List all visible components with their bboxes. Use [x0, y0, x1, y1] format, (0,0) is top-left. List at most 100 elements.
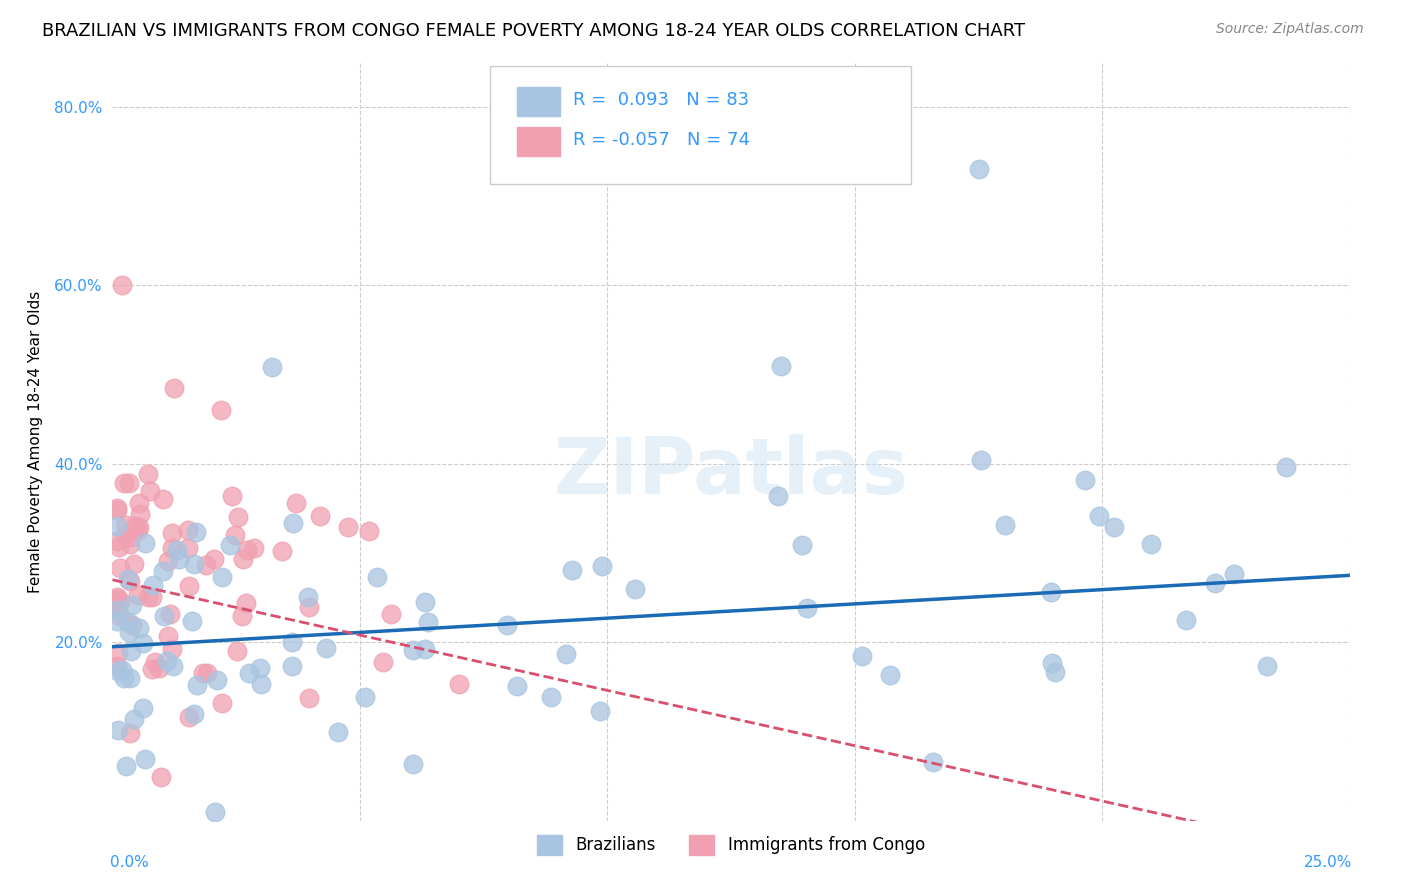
- Point: [506, 679, 529, 693]
- Point: [921, 755, 943, 769]
- Text: BRAZILIAN VS IMMIGRANTS FROM CONGO FEMALE POVERTY AMONG 18-24 YEAR OLDS CORRELAT: BRAZILIAN VS IMMIGRANTS FROM CONGO FEMAL…: [42, 22, 1025, 40]
- Point: [136, 591, 159, 605]
- Point: [120, 643, 142, 657]
- Text: ZIPatlas: ZIPatlas: [554, 434, 908, 510]
- Point: [1256, 659, 1278, 673]
- Point: [120, 574, 142, 589]
- Text: R =  0.093   N = 83: R = 0.093 N = 83: [572, 91, 749, 109]
- Point: [162, 659, 184, 673]
- Point: [280, 635, 302, 649]
- Text: Source: ZipAtlas.com: Source: ZipAtlas.com: [1216, 22, 1364, 37]
- Point: [127, 588, 149, 602]
- Point: [115, 517, 138, 532]
- Point: [623, 582, 645, 597]
- Point: [994, 518, 1017, 533]
- Point: [540, 690, 562, 705]
- Point: [207, 673, 229, 688]
- Point: [148, 661, 170, 675]
- Point: [1140, 537, 1163, 551]
- Point: [132, 636, 155, 650]
- Text: R = -0.057   N = 74: R = -0.057 N = 74: [572, 131, 749, 149]
- Point: [183, 707, 205, 722]
- Point: [184, 524, 207, 539]
- Point: [128, 621, 150, 635]
- Point: [107, 723, 129, 737]
- Point: [141, 590, 163, 604]
- Point: [1204, 575, 1226, 590]
- Point: [970, 452, 993, 467]
- Point: [132, 701, 155, 715]
- Point: [315, 640, 337, 655]
- Point: [111, 278, 134, 293]
- Point: [107, 519, 129, 533]
- Point: [1174, 613, 1197, 627]
- Point: [162, 541, 184, 555]
- Point: [159, 607, 181, 621]
- Point: [236, 543, 259, 558]
- Point: [879, 668, 901, 682]
- Point: [160, 526, 183, 541]
- Point: [281, 516, 304, 531]
- Point: [249, 677, 271, 691]
- Point: [413, 594, 436, 608]
- Point: [209, 403, 232, 417]
- Point: [373, 656, 395, 670]
- Point: [226, 644, 249, 658]
- Point: [271, 544, 294, 558]
- Point: [156, 554, 179, 568]
- Point: [108, 561, 131, 575]
- Point: [284, 496, 307, 510]
- Point: [243, 541, 266, 555]
- Point: [211, 569, 233, 583]
- Point: [114, 528, 136, 542]
- Point: [118, 537, 141, 551]
- Point: [153, 609, 176, 624]
- Point: [1102, 520, 1125, 534]
- Point: [149, 770, 172, 784]
- Point: [127, 523, 149, 537]
- Point: [1275, 460, 1298, 475]
- Point: [167, 552, 190, 566]
- Point: [107, 590, 129, 604]
- Point: [193, 666, 215, 681]
- Point: [107, 646, 129, 660]
- Point: [143, 655, 166, 669]
- Point: [221, 489, 243, 503]
- Point: [183, 557, 205, 571]
- Legend: Brazilians, Immigrants from Congo: Brazilians, Immigrants from Congo: [530, 828, 932, 862]
- Point: [134, 535, 156, 549]
- Point: [122, 557, 145, 571]
- Point: [326, 725, 349, 739]
- Point: [107, 591, 129, 606]
- FancyBboxPatch shape: [517, 127, 561, 156]
- Point: [128, 496, 150, 510]
- Point: [336, 520, 359, 534]
- Point: [122, 712, 145, 726]
- Point: [402, 643, 425, 657]
- Point: [163, 381, 186, 395]
- Point: [111, 663, 134, 677]
- Point: [142, 577, 165, 591]
- Point: [354, 690, 377, 704]
- Point: [281, 658, 304, 673]
- Point: [117, 615, 139, 629]
- Point: [260, 359, 283, 374]
- Text: 0.0%: 0.0%: [110, 855, 149, 870]
- Point: [107, 533, 129, 548]
- Point: [449, 677, 471, 691]
- Point: [166, 543, 188, 558]
- Point: [211, 696, 233, 710]
- FancyBboxPatch shape: [517, 87, 561, 116]
- Point: [792, 538, 814, 552]
- Point: [112, 671, 135, 685]
- Point: [107, 659, 129, 673]
- Point: [120, 671, 142, 685]
- Point: [177, 579, 200, 593]
- Point: [380, 607, 402, 622]
- Point: [238, 666, 260, 681]
- Y-axis label: Female Poverty Among 18-24 Year Olds: Female Poverty Among 18-24 Year Olds: [28, 291, 44, 592]
- Point: [1045, 665, 1067, 679]
- Point: [297, 590, 319, 604]
- Point: [195, 666, 218, 681]
- Point: [766, 489, 789, 503]
